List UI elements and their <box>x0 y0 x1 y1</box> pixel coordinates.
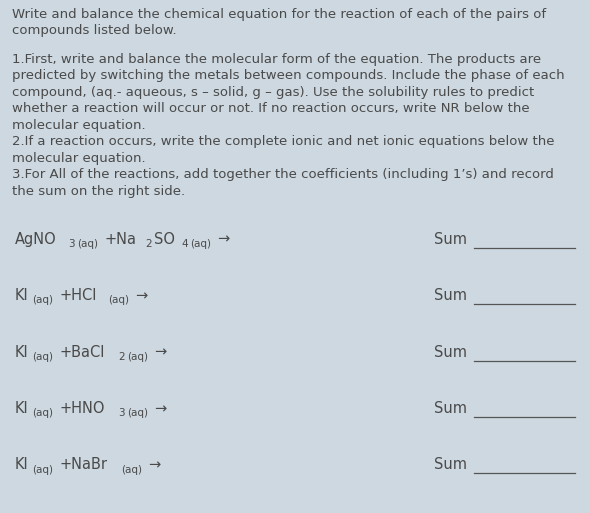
Text: (aq): (aq) <box>108 295 129 305</box>
Text: →: → <box>149 458 161 472</box>
Text: (aq): (aq) <box>127 352 148 362</box>
Text: (aq): (aq) <box>77 239 98 249</box>
Text: Sum: Sum <box>434 458 467 472</box>
Text: (aq): (aq) <box>127 408 148 418</box>
Text: +NaBr: +NaBr <box>60 458 107 472</box>
Text: 3: 3 <box>119 408 125 418</box>
Text: →: → <box>154 345 166 360</box>
Text: (aq): (aq) <box>32 352 54 362</box>
Text: +Na: +Na <box>104 232 136 247</box>
Text: →: → <box>135 288 147 303</box>
Text: +HCl: +HCl <box>60 288 97 303</box>
Text: (aq): (aq) <box>190 239 211 249</box>
Text: 2: 2 <box>146 239 152 249</box>
Text: 2: 2 <box>118 352 124 362</box>
Text: KI: KI <box>15 401 28 416</box>
Text: Sum: Sum <box>434 401 467 416</box>
Text: →: → <box>154 401 166 416</box>
Text: KI: KI <box>15 288 28 303</box>
Text: AgNO: AgNO <box>15 232 57 247</box>
Text: 1.First, write and balance the molecular form of the equation. The products are
: 1.First, write and balance the molecular… <box>12 53 565 198</box>
Text: KI: KI <box>15 345 28 360</box>
Text: →: → <box>217 232 229 247</box>
Text: SO: SO <box>154 232 175 247</box>
Text: (aq): (aq) <box>32 465 54 475</box>
Text: (aq): (aq) <box>32 295 54 305</box>
Text: 3: 3 <box>68 239 76 249</box>
Text: (aq): (aq) <box>32 408 54 418</box>
Text: +HNO: +HNO <box>60 401 105 416</box>
Text: (aq): (aq) <box>122 465 143 475</box>
Text: Write and balance the chemical equation for the reaction of each of the pairs of: Write and balance the chemical equation … <box>12 8 546 37</box>
Text: +BaCl: +BaCl <box>60 345 105 360</box>
Text: 4: 4 <box>181 239 188 249</box>
Text: KI: KI <box>15 458 28 472</box>
Text: Sum: Sum <box>434 232 467 247</box>
Text: Sum: Sum <box>434 345 467 360</box>
Text: Sum: Sum <box>434 288 467 303</box>
